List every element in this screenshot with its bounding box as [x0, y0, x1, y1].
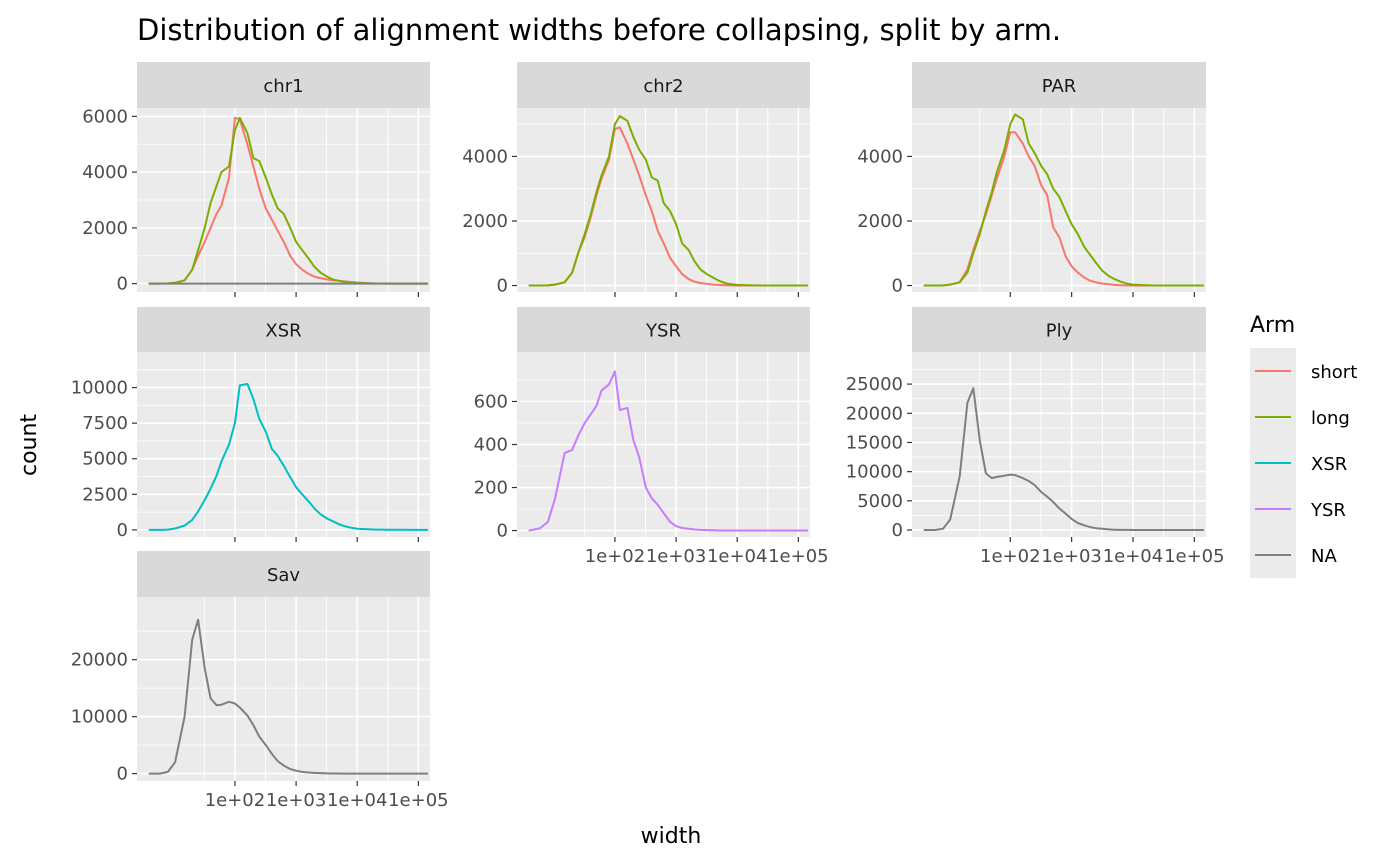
- gridlines: [912, 352, 1206, 537]
- y-tick-label: 0: [117, 274, 128, 295]
- facet-strip-label: YSR: [645, 321, 681, 342]
- series-line-xsr: [148, 383, 429, 531]
- y-tick-label: 6000: [82, 106, 128, 127]
- legend-label: YSR: [1310, 500, 1346, 521]
- panel-background: [137, 597, 430, 781]
- y-tick-label: 0: [892, 276, 903, 297]
- panel-par: PAR 0 2000 4000: [857, 62, 1206, 297]
- y-tick-label: 4000: [82, 162, 128, 183]
- legend-label: long: [1311, 408, 1350, 429]
- x-tick-label: 1e+05: [768, 546, 829, 567]
- y-tick-label: 20000: [846, 403, 903, 424]
- y-tick-label: 4000: [462, 146, 508, 167]
- facet-strip-label: Ply: [1046, 321, 1073, 342]
- x-tick-label: 1e+03: [646, 546, 707, 567]
- y-tick-label: 2000: [857, 211, 903, 232]
- facet-strip-label: Sav: [267, 565, 300, 586]
- series-line-short: [923, 131, 1205, 287]
- legend-item-na: NA: [1250, 532, 1337, 578]
- series-line-na: [148, 618, 429, 775]
- y-tick-label: 10000: [71, 707, 128, 728]
- y-tick-label: 10000: [71, 378, 128, 399]
- panel-background: [912, 108, 1206, 292]
- legend: Arm short long XSR YSR NA: [1250, 313, 1357, 578]
- facet-strip: [137, 551, 430, 597]
- facet-strip: [912, 307, 1206, 352]
- legend-label: XSR: [1311, 454, 1347, 475]
- facet-panels: chr10200040006000chr2020004000PAR0200040…: [71, 62, 1225, 811]
- facet-strip: [912, 62, 1206, 108]
- gridlines: [137, 597, 430, 781]
- y-axis-title: count: [17, 414, 42, 476]
- x-tick-label: 1e+02: [980, 546, 1041, 567]
- series-line-long: [528, 115, 809, 287]
- legend-title: Arm: [1250, 313, 1295, 338]
- legend-label: short: [1311, 362, 1357, 383]
- gridlines: [517, 108, 810, 292]
- facet-strip: [137, 62, 430, 108]
- gridlines: [517, 352, 810, 537]
- series-line-na: [923, 387, 1205, 531]
- x-axis-title: width: [641, 824, 702, 849]
- facet-strip-label: PAR: [1042, 76, 1077, 97]
- y-tick-label: 10000: [846, 462, 903, 483]
- y-tick-label: 0: [497, 276, 508, 297]
- panel-xsr: XSR 0 2500 5000 7500 10000: [71, 307, 430, 542]
- panel-background: [912, 352, 1206, 537]
- legend-item-short: short: [1250, 348, 1357, 394]
- y-tick-label: 2500: [82, 484, 128, 505]
- y-tick-label: 15000: [846, 432, 903, 453]
- panel-sav: Sav 1e+02 1e+03 1e+04 1e+05 0 10000 20000: [71, 551, 449, 811]
- y-tick-label: 20000: [71, 650, 128, 671]
- gridlines: [912, 108, 1206, 292]
- facet-strip-label: chr1: [263, 76, 303, 97]
- legend-item-ysr: YSR: [1250, 486, 1346, 532]
- series-line-ysr: [528, 370, 809, 532]
- y-tick-label: 5000: [857, 491, 903, 512]
- panel-chr2: chr2 0 2000 4000: [462, 62, 810, 297]
- x-tick-label: 1e+04: [327, 790, 388, 811]
- y-tick-label: 0: [117, 764, 128, 785]
- x-tick-label: 1e+05: [1164, 546, 1225, 567]
- y-tick-label: 600: [474, 391, 508, 412]
- facet-strip: [137, 307, 430, 352]
- x-tick-label: 1e+05: [388, 790, 449, 811]
- y-tick-label: 400: [474, 435, 508, 456]
- legend-item-long: long: [1250, 394, 1350, 440]
- facet-strip-label: XSR: [265, 321, 301, 342]
- x-tick-label: 1e+02: [205, 790, 266, 811]
- y-tick-label: 0: [117, 520, 128, 541]
- legend-label: NA: [1311, 546, 1337, 567]
- y-tick-label: 7500: [82, 413, 128, 434]
- facet-strip-label: chr2: [643, 76, 683, 97]
- legend-item-xsr: XSR: [1250, 440, 1347, 486]
- x-tick-label: 1e+04: [1103, 546, 1164, 567]
- y-tick-label: 2000: [82, 218, 128, 239]
- facet-strip: [517, 307, 810, 352]
- chart-title: Distribution of alignment widths before …: [137, 13, 1061, 47]
- panel-ysr: YSR 1e+02 1e+03 1e+04 1e+05 0 200 400 600: [474, 307, 829, 567]
- y-tick-label: 0: [892, 520, 903, 541]
- x-tick-label: 1e+03: [1041, 546, 1102, 567]
- facet-strip: [517, 62, 810, 108]
- panel-background: [137, 352, 430, 537]
- y-tick-label: 5000: [82, 449, 128, 470]
- y-tick-label: 2000: [462, 211, 508, 232]
- y-tick-label: 25000: [846, 374, 903, 395]
- x-tick-label: 1e+03: [266, 790, 327, 811]
- x-tick-label: 1e+04: [707, 546, 768, 567]
- panel-chr1: chr1 0 2000 4000 6000: [82, 62, 430, 297]
- y-tick-label: 200: [474, 478, 508, 499]
- panel-ply: Ply 1e+02 1e+03 1e+04 1e+05 0 5000 10000 15000 20…: [846, 307, 1225, 567]
- series-line-long: [923, 113, 1205, 287]
- y-tick-label: 4000: [857, 146, 903, 167]
- x-tick-label: 1e+02: [585, 546, 646, 567]
- y-tick-label: 0: [497, 521, 508, 542]
